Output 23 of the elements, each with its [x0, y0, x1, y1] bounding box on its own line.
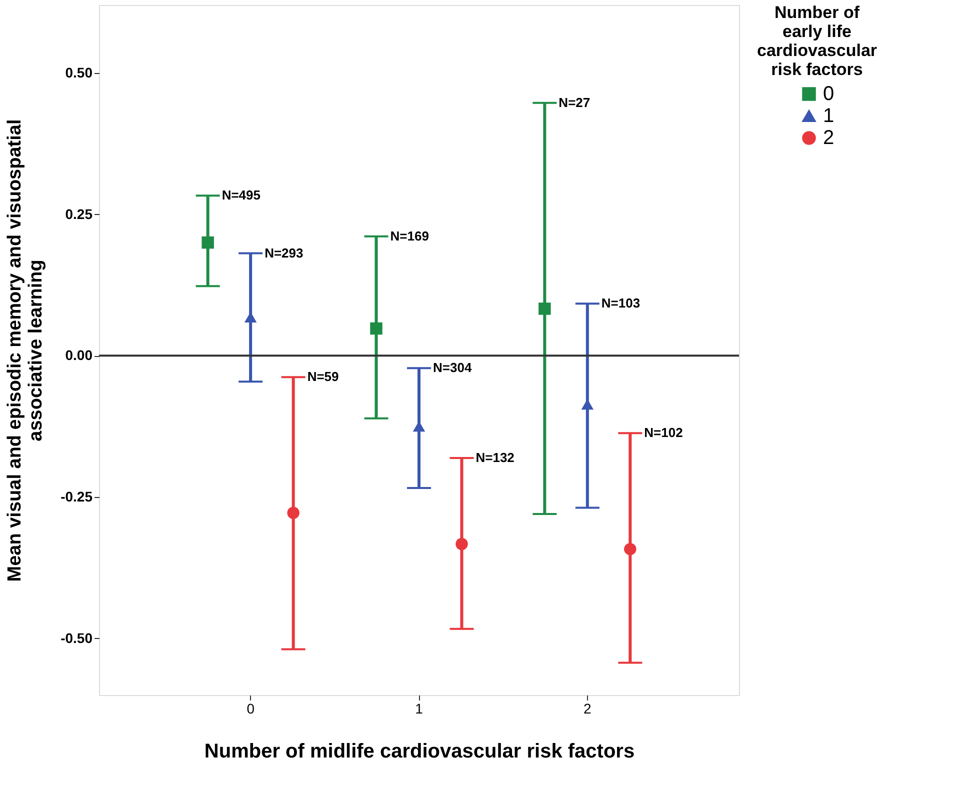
annotation: N=27	[558, 94, 590, 110]
y-tick-label: 0.50	[65, 64, 93, 80]
x-axis-title: Number of midlife cardiovascular risk factors	[204, 740, 635, 762]
y-axis-title: Mean visual and episodic memory and visuospatial associative learning	[4, 119, 47, 582]
x-tick-label: 0	[246, 700, 255, 716]
y-tick-label: -0.25	[60, 488, 93, 505]
legend-title: Number of early life cardiovascular risk factors	[756, 3, 878, 79]
x-tick-label: 2	[584, 700, 592, 716]
annotation: N=169	[390, 228, 429, 244]
annotation: N=293	[264, 245, 304, 260]
annotation: N=103	[601, 296, 640, 311]
legend-label: 1	[823, 105, 834, 127]
y-tick-label: 0.25	[65, 206, 93, 222]
annotation: N=495	[222, 188, 261, 203]
annotation: N=304	[433, 360, 472, 376]
y-tick-label: 0.00	[65, 347, 93, 364]
annotation: N=59	[307, 369, 339, 384]
legend-label: 2	[823, 127, 834, 149]
x-tick-label: 1	[415, 700, 424, 716]
annotation: N=132	[476, 450, 514, 466]
y-tick-label: -0.50	[60, 630, 93, 646]
annotation: N=102	[644, 425, 683, 440]
legend-label: 0	[823, 83, 834, 105]
